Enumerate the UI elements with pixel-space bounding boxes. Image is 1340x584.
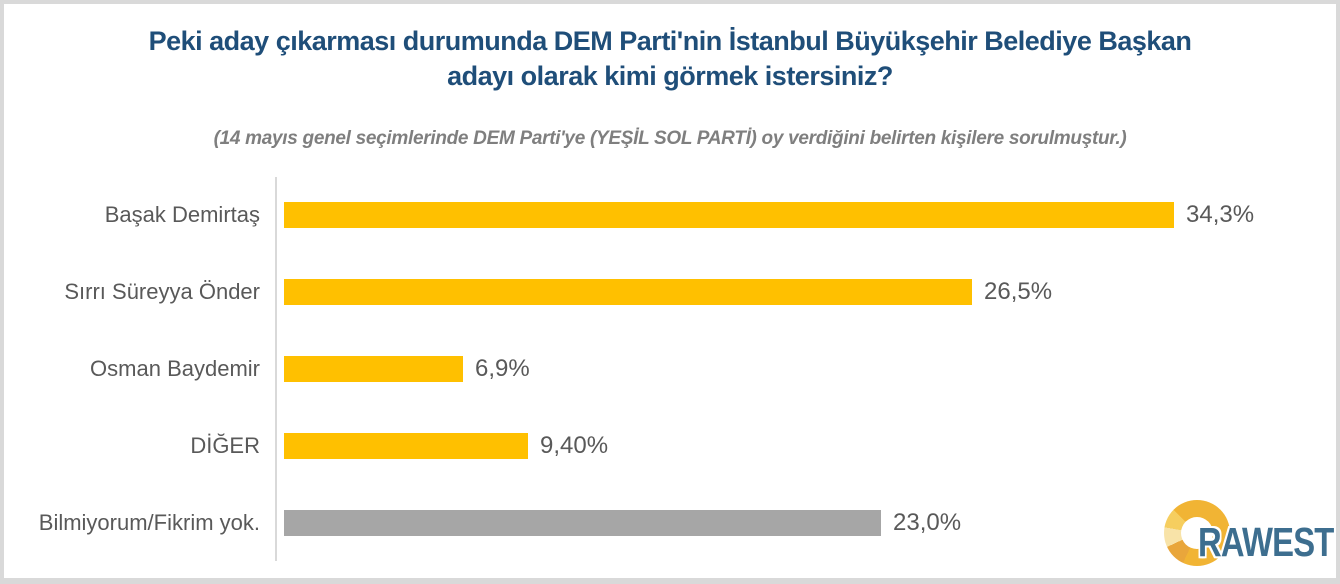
rawest-logo-text: RAWEST: [1198, 519, 1334, 565]
chart-row: Bilmiyorum/Fikrim yok. 23,0%: [12, 484, 1332, 561]
chart-row: Sırrı Süreyya Önder 26,5%: [12, 254, 1332, 331]
chart-row: DİĞER 9,40%: [12, 407, 1332, 484]
page-title-line2: adayı olarak kimi görmek istersiniz?: [447, 61, 893, 91]
chart-rows: Başak Demirtaş 34,3% Sırrı Süreyya Önder 26…: [12, 177, 1332, 561]
chart-row: Osman Baydemir 6,9%: [12, 331, 1332, 408]
rawest-ring-icon: [1164, 500, 1230, 566]
value-label: 26,5%: [984, 278, 1053, 306]
category-label: Başak Demirtaş: [104, 202, 260, 228]
value-label: 34,3%: [1186, 201, 1255, 229]
bar-chart: Başak Demirtaş 34,3% Sırrı Süreyya Önder 26…: [12, 177, 1332, 561]
bar: [284, 202, 1174, 229]
bar-zone: 26,5%: [276, 278, 1332, 306]
category-label: DİĞER: [190, 432, 260, 458]
category-label: Osman Baydemir: [90, 355, 260, 381]
value-label: 23,0%: [893, 508, 962, 536]
category-label: Sırrı Süreyya Önder: [64, 279, 260, 305]
y-axis-line: [275, 177, 277, 561]
bar-zone: 34,3%: [276, 201, 1332, 229]
bar-zone: 6,9%: [276, 355, 1332, 383]
chart-row: Başak Demirtaş 34,3%: [12, 177, 1332, 254]
page-title-line1: Peki aday çıkarması durumunda DEM Parti'…: [148, 26, 1192, 56]
bar: [284, 355, 463, 382]
category-label: Bilmiyorum/Fikrim yok.: [38, 509, 260, 535]
value-label: 6,9%: [475, 354, 530, 382]
value-label: 9,40%: [540, 431, 609, 459]
bar: [284, 509, 881, 536]
chart-subtitle: (14 mayıs genel seçimlerinde DEM Parti'y…: [213, 128, 1127, 149]
bar-zone: 9,40%: [276, 432, 1332, 460]
bar: [284, 279, 972, 306]
page-title: Peki aday çıkarması durumunda DEM Parti'…: [24, 24, 1316, 94]
bar-zone: 23,0%: [276, 509, 1332, 537]
bar: [284, 432, 528, 459]
rawest-logo: RAWEST: [1160, 498, 1334, 570]
